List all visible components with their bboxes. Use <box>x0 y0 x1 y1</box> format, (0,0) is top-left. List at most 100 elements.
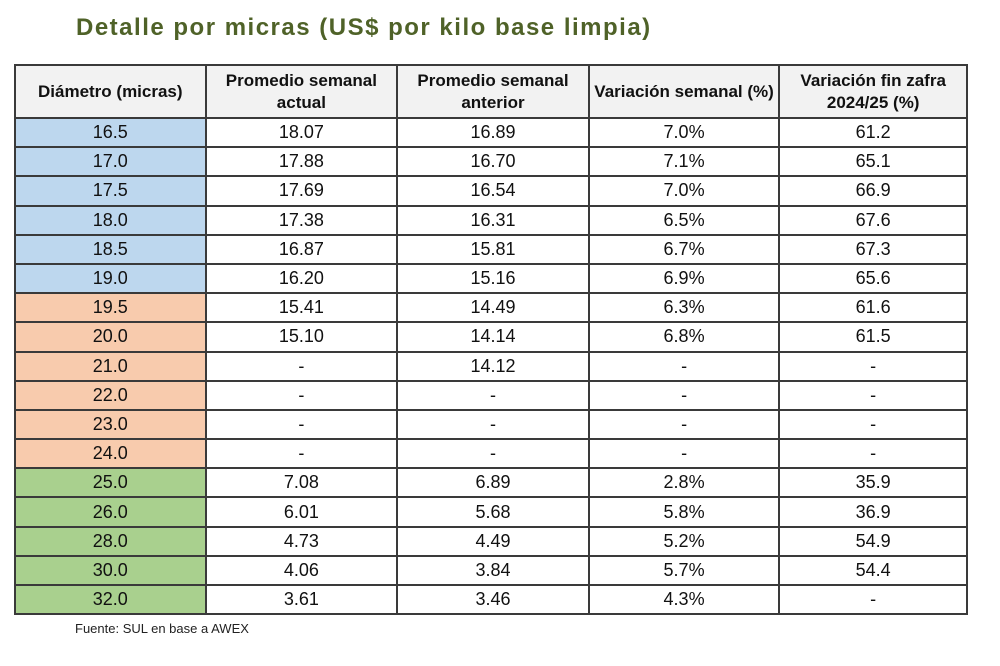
micron-cell: 18.0 <box>14 204 207 236</box>
table-row: 32.0 3.61 3.46 4.3% - <box>14 583 968 616</box>
value-cell: 6.9% <box>587 262 781 295</box>
micron-cell: 16.5 <box>14 116 207 149</box>
value-cell: - <box>778 379 968 411</box>
micron-cell: 19.0 <box>14 262 207 295</box>
table-row: 30.0 4.06 3.84 5.7% 54.4 <box>14 554 968 587</box>
column-header: Variación semanal (%) <box>587 64 781 119</box>
table-row: 19.0 16.20 15.16 6.9% 65.6 <box>14 262 968 295</box>
value-cell: 16.54 <box>396 175 590 207</box>
value-cell: 7.0% <box>587 175 781 207</box>
micron-cell: 20.0 <box>14 321 207 353</box>
value-cell: 5.2% <box>587 525 781 557</box>
value-cell: 15.81 <box>396 233 590 265</box>
value-cell: 5.8% <box>587 496 781 528</box>
value-cell: 18.07 <box>204 116 399 149</box>
micron-cell: 21.0 <box>14 350 207 382</box>
value-cell: - <box>587 350 781 382</box>
value-cell: - <box>396 379 590 411</box>
value-cell: 4.49 <box>396 525 590 557</box>
value-cell: 15.10 <box>204 321 399 353</box>
column-header: Variación fin zafra 2024/25 (%) <box>778 64 968 119</box>
value-cell: 3.84 <box>396 554 590 587</box>
column-header: Promedio semanal actual <box>204 64 399 119</box>
micron-cell: 23.0 <box>14 408 207 441</box>
table-row: 26.0 6.01 5.68 5.8% 36.9 <box>14 496 968 528</box>
table-row: 28.0 4.73 4.49 5.2% 54.9 <box>14 525 968 557</box>
value-cell: - <box>778 408 968 441</box>
micron-cell: 25.0 <box>14 467 207 499</box>
value-cell: 61.6 <box>778 292 968 324</box>
value-cell: - <box>587 379 781 411</box>
value-cell: 4.73 <box>204 525 399 557</box>
value-cell: 6.89 <box>396 467 590 499</box>
table-row: 19.5 15.41 14.49 6.3% 61.6 <box>14 292 968 324</box>
micron-cell: 19.5 <box>14 292 207 324</box>
value-cell: 17.69 <box>204 175 399 207</box>
value-cell: 4.06 <box>204 554 399 587</box>
page-title: Detalle por micras (US$ por kilo base li… <box>76 14 652 41</box>
value-cell: 14.49 <box>396 292 590 324</box>
micron-cell: 26.0 <box>14 496 207 528</box>
micron-cell: 32.0 <box>14 583 207 616</box>
value-cell: 7.08 <box>204 467 399 499</box>
value-cell: 7.1% <box>587 146 781 178</box>
column-header: Promedio semanal anterior <box>396 64 590 119</box>
value-cell: 15.41 <box>204 292 399 324</box>
value-cell: - <box>204 379 399 411</box>
micron-cell: 30.0 <box>14 554 207 587</box>
table-row: 23.0- - - - <box>14 408 968 441</box>
value-cell: 7.0% <box>587 116 781 149</box>
value-cell: 16.89 <box>396 116 590 149</box>
value-cell: - <box>587 408 781 441</box>
value-cell: 67.6 <box>778 204 968 236</box>
micron-price-table: Diámetro (micras) Promedio semanal actual… <box>14 64 968 616</box>
value-cell: - <box>778 438 968 470</box>
value-cell: 5.7% <box>587 554 781 587</box>
value-cell: 61.5 <box>778 321 968 353</box>
value-cell: 6.01 <box>204 496 399 528</box>
micron-cell: 28.0 <box>14 525 207 557</box>
table-row: 22.0- - - - <box>14 379 968 411</box>
micron-cell: 22.0 <box>14 379 207 411</box>
value-cell: - <box>778 583 968 616</box>
micron-cell: 17.5 <box>14 175 207 207</box>
table-row: 18.0 17.38 16.31 6.5% 67.6 <box>14 204 968 236</box>
value-cell: - <box>396 408 590 441</box>
value-cell: - <box>587 438 781 470</box>
table-row: 25.0 7.08 6.89 2.8% 35.9 <box>14 467 968 499</box>
value-cell: 3.61 <box>204 583 399 616</box>
micron-cell: 18.5 <box>14 233 207 265</box>
value-cell: 16.31 <box>396 204 590 236</box>
value-cell: - <box>396 438 590 470</box>
table-row: 20.0 15.10 14.14 6.8% 61.5 <box>14 321 968 353</box>
value-cell: 54.4 <box>778 554 968 587</box>
value-cell: - <box>204 350 399 382</box>
table-row: 16.5 18.07 16.89 7.0% 61.2 <box>14 116 968 149</box>
value-cell: 65.1 <box>778 146 968 178</box>
value-cell: 36.9 <box>778 496 968 528</box>
value-cell: - <box>204 408 399 441</box>
table-row: 17.0 17.88 16.70 7.1% 65.1 <box>14 146 968 178</box>
micron-cell: 24.0 <box>14 438 207 470</box>
value-cell: 5.68 <box>396 496 590 528</box>
value-cell: 4.3% <box>587 583 781 616</box>
table-row: 24.0- - - - <box>14 438 968 470</box>
value-cell: 15.16 <box>396 262 590 295</box>
value-cell: 14.14 <box>396 321 590 353</box>
value-cell: 16.70 <box>396 146 590 178</box>
value-cell: 14.12 <box>396 350 590 382</box>
table-row: 17.5 17.69 16.54 7.0% 66.9 <box>14 175 968 207</box>
value-cell: 17.88 <box>204 146 399 178</box>
value-cell: 66.9 <box>778 175 968 207</box>
value-cell: 6.8% <box>587 321 781 353</box>
value-cell: 16.20 <box>204 262 399 295</box>
table-row: 21.0-14.12- - <box>14 350 968 382</box>
value-cell: 17.38 <box>204 204 399 236</box>
table-header-row: Diámetro (micras) Promedio semanal actual… <box>14 64 968 119</box>
value-cell: 6.5% <box>587 204 781 236</box>
value-cell: 6.7% <box>587 233 781 265</box>
value-cell: 54.9 <box>778 525 968 557</box>
value-cell: 2.8% <box>587 467 781 499</box>
value-cell: - <box>204 438 399 470</box>
value-cell: 35.9 <box>778 467 968 499</box>
